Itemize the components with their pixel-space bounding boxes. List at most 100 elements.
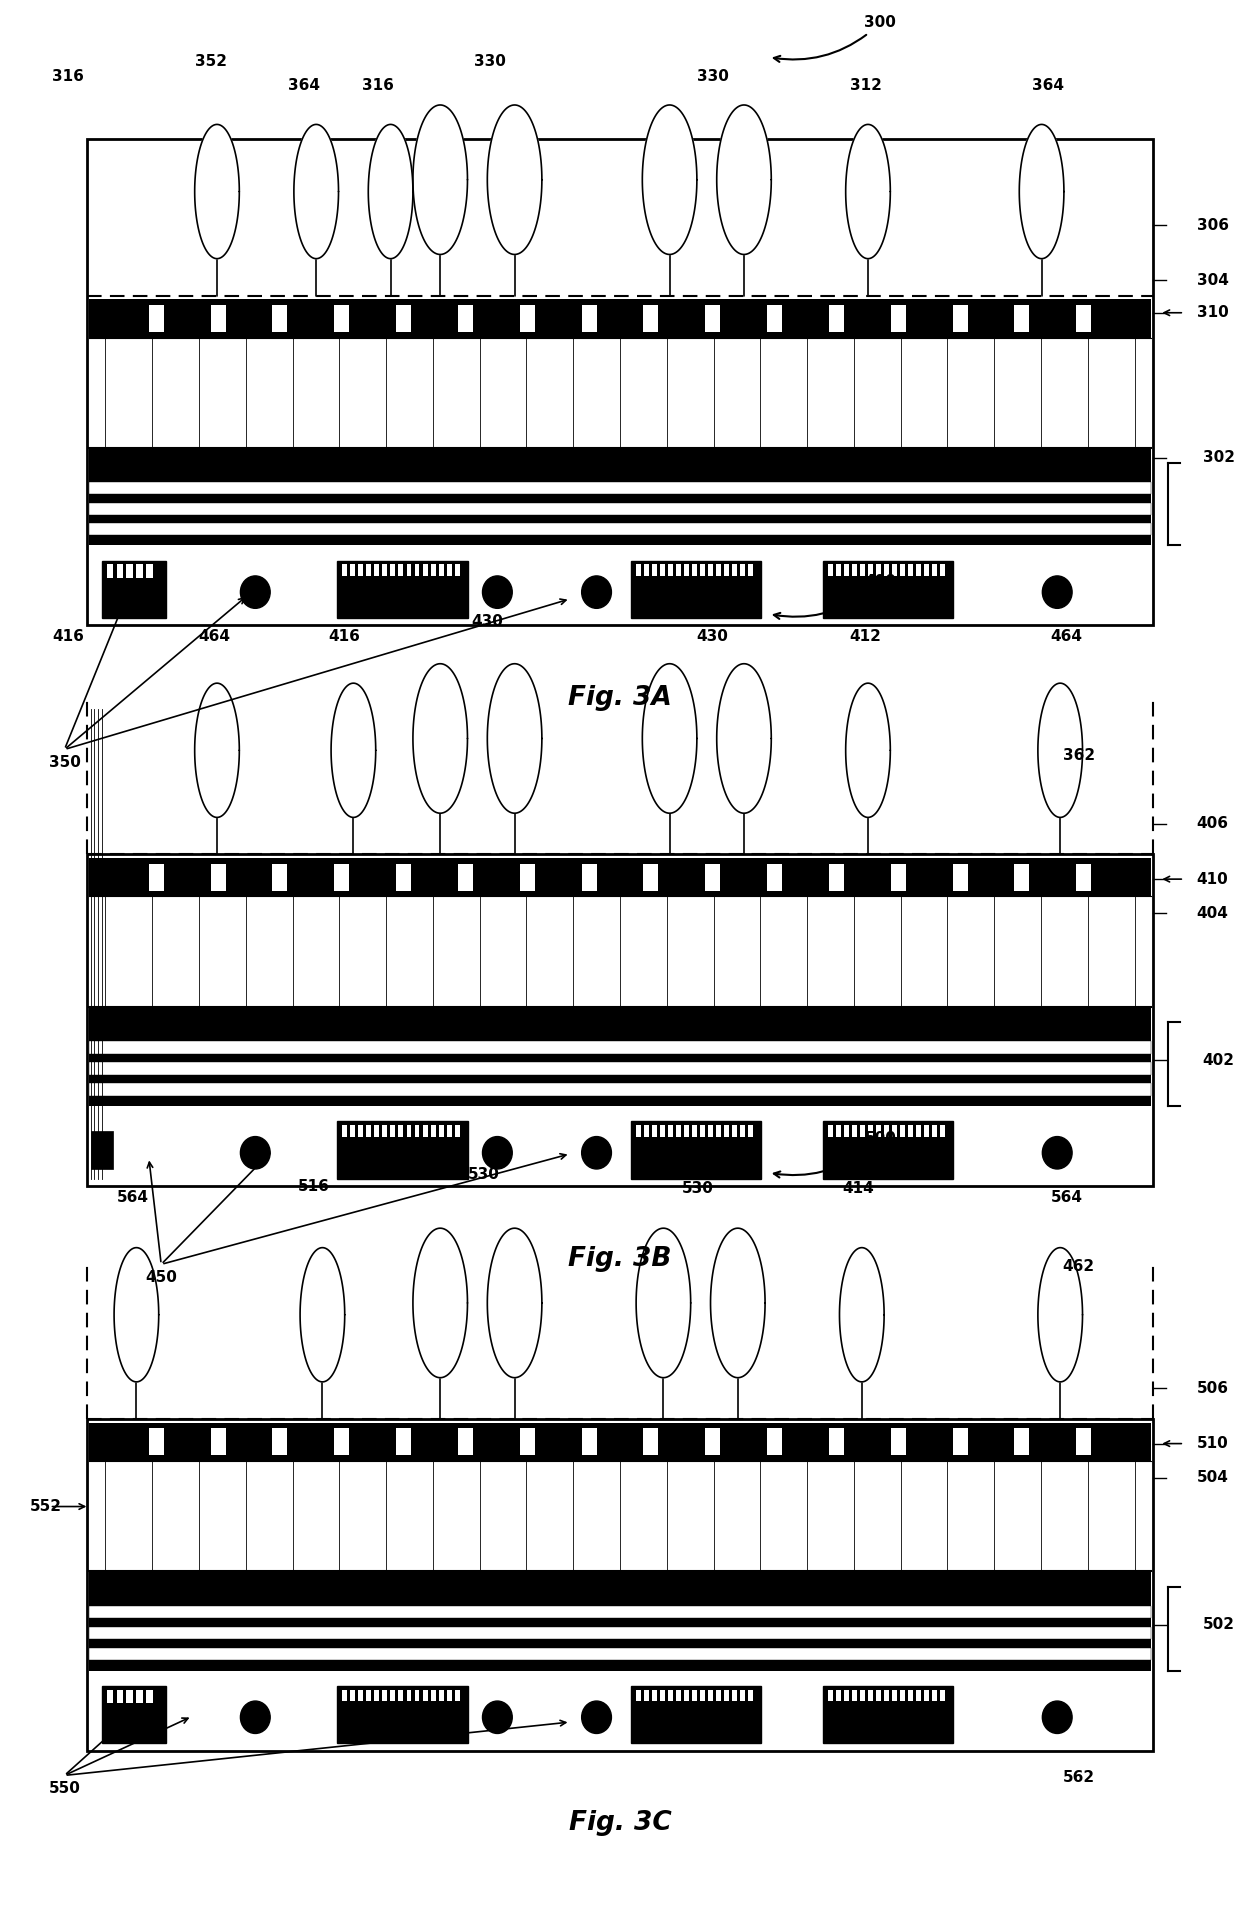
Bar xyxy=(107,564,113,578)
Bar xyxy=(89,549,1151,618)
Ellipse shape xyxy=(728,576,758,608)
Bar xyxy=(87,1264,1153,1751)
Bar xyxy=(89,858,1151,896)
Bar xyxy=(439,564,444,576)
Bar xyxy=(89,896,1151,1007)
Text: 462: 462 xyxy=(1063,1259,1095,1274)
Bar xyxy=(1014,864,1029,891)
Bar xyxy=(342,564,347,576)
Bar xyxy=(852,1125,857,1137)
Bar xyxy=(335,864,350,891)
Bar xyxy=(136,1690,143,1703)
Text: 464: 464 xyxy=(1050,629,1083,645)
Bar xyxy=(1076,1428,1091,1455)
Text: 464: 464 xyxy=(198,629,231,645)
Bar xyxy=(859,564,864,576)
Text: 550: 550 xyxy=(48,1781,81,1796)
Bar xyxy=(149,305,164,332)
Bar xyxy=(89,523,1151,536)
Bar xyxy=(89,1083,1151,1095)
Bar xyxy=(89,515,1151,523)
Text: 504: 504 xyxy=(1197,1470,1229,1486)
Bar xyxy=(916,1125,921,1137)
Bar xyxy=(836,1690,841,1701)
Bar xyxy=(455,1690,460,1701)
Bar xyxy=(859,1690,864,1701)
Bar xyxy=(644,1125,649,1137)
Bar xyxy=(89,1041,1151,1053)
Text: 414: 414 xyxy=(842,1180,874,1196)
Bar xyxy=(89,1110,1151,1179)
Bar xyxy=(396,305,410,332)
Bar xyxy=(211,1428,226,1455)
Text: 516: 516 xyxy=(298,1179,330,1194)
Bar xyxy=(644,864,658,891)
Bar xyxy=(337,1121,467,1179)
Bar xyxy=(89,1053,1151,1062)
Bar xyxy=(351,1690,356,1701)
Bar xyxy=(884,1125,889,1137)
Bar xyxy=(892,1690,897,1701)
Bar xyxy=(931,1690,936,1701)
Bar xyxy=(337,561,467,618)
Polygon shape xyxy=(642,105,697,254)
Bar xyxy=(706,305,720,332)
Ellipse shape xyxy=(914,576,944,608)
Bar xyxy=(952,1428,967,1455)
Bar xyxy=(631,561,761,618)
Bar xyxy=(900,564,905,576)
Ellipse shape xyxy=(241,576,270,608)
Bar xyxy=(117,564,123,578)
Bar xyxy=(890,1428,905,1455)
Polygon shape xyxy=(487,664,542,812)
Text: 502: 502 xyxy=(1203,1617,1235,1632)
Bar xyxy=(89,1076,1151,1083)
Bar xyxy=(273,864,288,891)
Bar xyxy=(868,1690,873,1701)
Text: 562: 562 xyxy=(1063,1770,1095,1785)
Text: 304: 304 xyxy=(1197,273,1229,288)
Text: 310: 310 xyxy=(1197,305,1229,320)
Bar xyxy=(382,1125,387,1137)
Bar xyxy=(102,1686,166,1743)
Text: 316: 316 xyxy=(362,78,394,93)
Bar xyxy=(931,1125,936,1137)
Bar xyxy=(520,1428,534,1455)
Bar xyxy=(724,1690,729,1701)
Bar xyxy=(430,564,435,576)
Bar xyxy=(692,1690,697,1701)
Text: 364: 364 xyxy=(1032,78,1064,93)
Bar xyxy=(875,564,880,576)
Bar xyxy=(931,564,936,576)
Bar xyxy=(822,1686,952,1743)
Bar xyxy=(398,1690,403,1701)
Bar xyxy=(952,864,967,891)
Bar xyxy=(89,1627,1151,1640)
Polygon shape xyxy=(487,105,542,254)
Bar xyxy=(900,1125,905,1137)
Bar xyxy=(374,564,379,576)
Text: 564: 564 xyxy=(117,1190,149,1205)
Bar xyxy=(146,564,153,578)
Polygon shape xyxy=(839,1247,884,1383)
Bar xyxy=(836,564,841,576)
Bar xyxy=(667,1690,672,1701)
Bar xyxy=(398,1125,403,1137)
Bar xyxy=(667,1125,672,1137)
Bar xyxy=(644,305,658,332)
Bar xyxy=(391,1125,396,1137)
Bar xyxy=(396,1428,410,1455)
Polygon shape xyxy=(642,664,697,812)
Bar xyxy=(683,564,688,576)
Bar xyxy=(89,1617,1151,1627)
Bar xyxy=(89,503,1151,515)
Bar xyxy=(89,482,1151,494)
Bar xyxy=(884,1690,889,1701)
Bar xyxy=(520,864,534,891)
Bar xyxy=(89,1461,1151,1571)
Bar xyxy=(351,564,356,576)
Text: 404: 404 xyxy=(1197,906,1229,921)
Text: 450: 450 xyxy=(145,1270,177,1285)
Bar xyxy=(439,1690,444,1701)
Polygon shape xyxy=(717,105,771,254)
